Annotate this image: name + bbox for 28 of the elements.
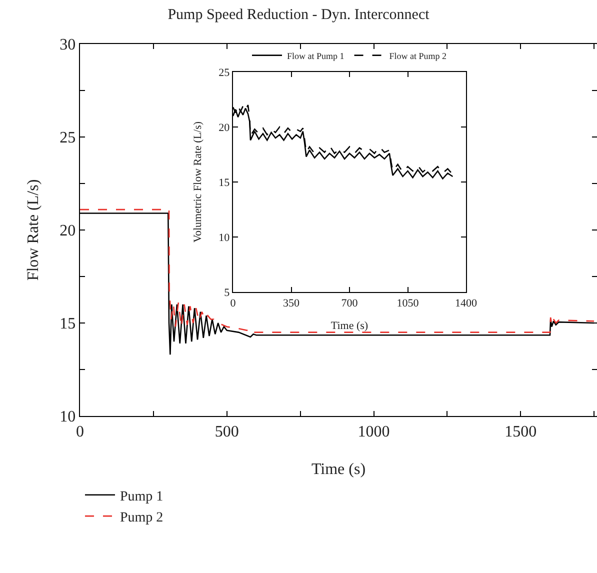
x-tick-label: 1500 [504,423,537,440]
x-tick-label: 350 [283,297,300,310]
y-tick-label: 30 [60,36,76,54]
legend-label: Flow at Pump 2 [389,50,447,61]
legend-label: Pump 1 [120,489,164,504]
x-tick-label: 1050 [396,297,420,310]
x-axis-title: Time (s) [330,320,368,332]
x-tick-label: 1400 [455,297,478,310]
legend-label: Pump 2 [120,510,164,526]
x-tick-label: 0 [76,423,84,440]
legend-label: Flow at Pump 1 [287,50,344,61]
y-tick-label: 25 [218,66,230,79]
chart-title: Pump Speed Reduction - Dyn. Interconnect [168,7,430,24]
y-tick-label: 10 [60,408,76,426]
y-axis-title: Volumetric Flow Rate (L/s) [192,121,204,243]
y-tick-label: 5 [224,286,230,299]
y-tick-label: 10 [218,232,230,244]
x-axis-title: Time (s) [311,461,366,478]
x-tick-label: 1000 [358,423,390,440]
y-tick-label: 20 [60,222,76,240]
y-tick-label: 25 [60,130,76,147]
y-tick-label: 15 [60,316,76,333]
x-tick-label: 500 [214,423,239,440]
y-tick-label: 15 [218,176,230,189]
y-tick-label: 20 [218,122,230,134]
x-tick-label: 700 [341,297,358,310]
y-axis-title: Flow Rate (L/s) [24,179,42,281]
x-tick-label: 0 [230,297,236,310]
